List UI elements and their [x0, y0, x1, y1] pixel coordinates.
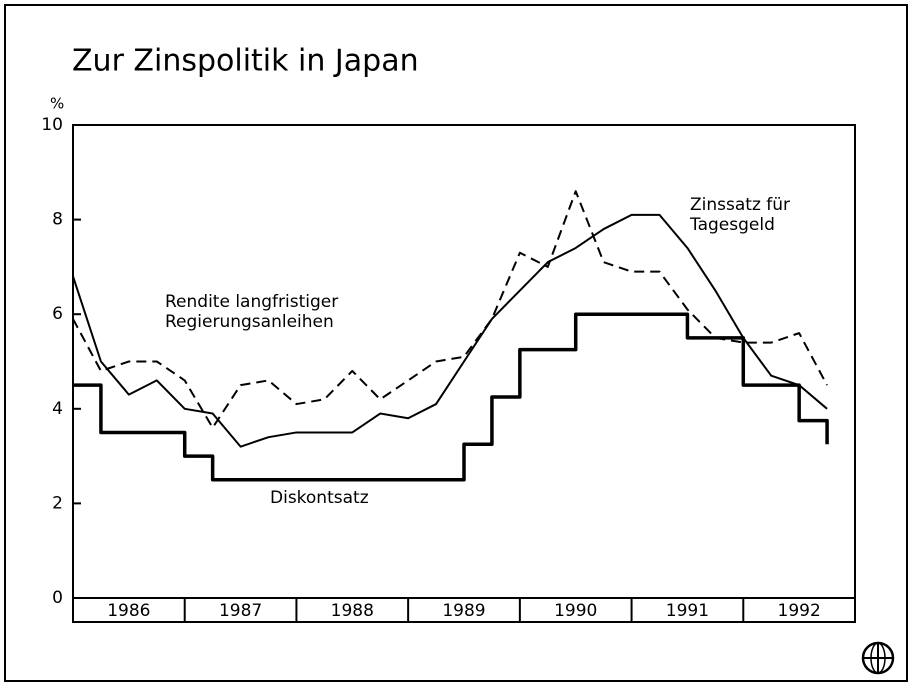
chart-title: Zur Zinspolitik in Japan: [72, 44, 419, 79]
series-line: [73, 312, 829, 482]
x-tick-label: 1990: [554, 601, 597, 621]
y-tick-label: 4: [52, 399, 63, 419]
series-label: Zinssatz für Tagesgeld: [689, 195, 790, 235]
y-unit: %: [50, 95, 64, 113]
x-tick-label: 1987: [219, 601, 262, 621]
frame: [4, 4, 908, 682]
x-tick-label: 1986: [107, 601, 150, 621]
x-tick-label: 1988: [331, 601, 374, 621]
y-tick-label: 0: [52, 588, 63, 608]
y-tick-label: 6: [52, 304, 63, 324]
y-tick-label: 10: [41, 115, 63, 135]
series-line: [72, 213, 828, 448]
series-line: [72, 190, 828, 429]
x-tick-label: 1989: [442, 601, 485, 621]
series-label: Diskontsatz: [270, 488, 369, 508]
series-label: Rendite langfristiger Regierungsanleihen: [165, 292, 338, 332]
y-tick-label: 2: [52, 493, 63, 513]
x-tick-label: 1992: [778, 601, 821, 621]
y-tick-label: 8: [52, 210, 63, 230]
x-tick-label: 1991: [666, 601, 709, 621]
year-band: [72, 597, 856, 623]
logo: [861, 641, 895, 675]
